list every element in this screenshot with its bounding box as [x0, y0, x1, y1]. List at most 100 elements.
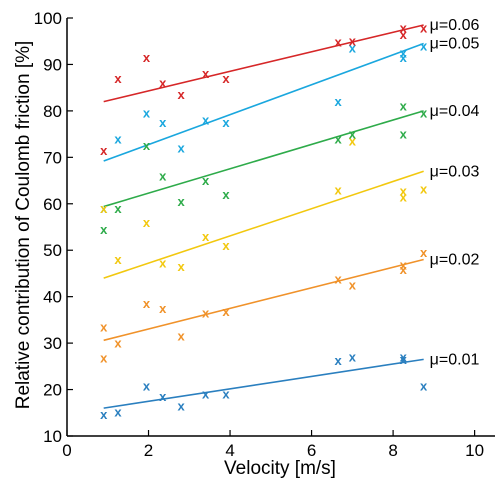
- data-point: x: [100, 201, 108, 216]
- data-point: x: [349, 41, 357, 56]
- axes: 0 2 4 6 8 10 10 20 30 40 50 60 70 80 90 100: [34, 9, 495, 460]
- data-point: x: [178, 398, 186, 413]
- x-tick-label: 2: [144, 441, 153, 460]
- data-point: x: [202, 173, 210, 188]
- data-point: x: [222, 387, 230, 402]
- data-point: x: [100, 407, 108, 422]
- y-tick-label: 60: [43, 195, 62, 214]
- data-point: x: [143, 106, 151, 121]
- data-point: x: [143, 296, 151, 311]
- data-point: x: [159, 256, 167, 271]
- data-point: x: [178, 194, 186, 209]
- data-point: x: [143, 50, 151, 65]
- data-point: x: [334, 353, 342, 368]
- data-point: x: [159, 301, 167, 316]
- data-point: x: [349, 127, 357, 142]
- fit-line: [103, 358, 424, 409]
- data-point: x: [420, 106, 428, 121]
- data-point: x: [178, 259, 186, 274]
- data-point: x: [114, 252, 122, 267]
- data-point: x: [178, 329, 186, 344]
- data-point: x: [400, 45, 408, 60]
- data-point: x: [100, 143, 108, 158]
- data-point: x: [100, 201, 108, 216]
- data-point: x: [114, 71, 122, 86]
- series-label: μ=0.01: [430, 351, 480, 368]
- data-point: x: [202, 229, 210, 244]
- data-point: x: [420, 38, 428, 53]
- data-point: x: [400, 258, 408, 273]
- series-label: μ=0.06: [430, 17, 480, 34]
- data-point: x: [222, 304, 230, 319]
- data-point: x: [349, 350, 357, 365]
- x-tick-label: 0: [62, 441, 71, 460]
- data-point: x: [400, 21, 408, 36]
- data-point: x: [400, 352, 408, 367]
- data-point: x: [400, 50, 408, 65]
- x-tick-label: 10: [465, 441, 484, 460]
- data-point: x: [334, 35, 342, 50]
- x-axis-title: Velocity [m/s]: [224, 458, 336, 479]
- data-point: x: [222, 115, 230, 130]
- y-tick-label: 10: [43, 427, 62, 446]
- data-point: x: [334, 182, 342, 197]
- y-tick-label: 20: [43, 381, 62, 400]
- data-point: x: [202, 305, 210, 320]
- fit-line: [103, 42, 424, 162]
- y-tick-label: 80: [43, 102, 62, 121]
- data-point: x: [114, 201, 122, 216]
- data-point: x: [400, 27, 408, 42]
- data-point: x: [159, 76, 167, 91]
- data-point: x: [349, 134, 357, 149]
- data-point: x: [420, 181, 428, 196]
- data-point: x: [159, 389, 167, 404]
- data-point: x: [114, 131, 122, 146]
- data-point: x: [143, 138, 151, 153]
- data-point: x: [334, 94, 342, 109]
- data-point: x: [420, 21, 428, 36]
- data-point: x: [349, 278, 357, 293]
- series-label: μ=0.03: [430, 163, 480, 180]
- data-point: x: [100, 319, 108, 334]
- y-tick-label: 100: [34, 9, 62, 28]
- data-point: x: [222, 71, 230, 86]
- data-point: x: [159, 115, 167, 130]
- data-point: x: [143, 378, 151, 393]
- data-point: x: [222, 238, 230, 253]
- fit-line: [103, 258, 424, 342]
- series-label: μ=0.02: [430, 252, 480, 269]
- y-tick-label: 30: [43, 334, 62, 353]
- series-label: μ=0.04: [430, 103, 480, 120]
- data-point: x: [400, 189, 408, 204]
- data-point: x: [178, 141, 186, 156]
- series-label: μ=0.05: [430, 36, 480, 53]
- y-tick-label: 70: [43, 148, 62, 167]
- data-point: x: [202, 66, 210, 81]
- fit-line: [103, 110, 424, 208]
- data-point: x: [100, 222, 108, 237]
- fit-line: [103, 170, 424, 279]
- y-tick-label: 40: [43, 288, 62, 307]
- data-point: x: [400, 350, 408, 365]
- y-tick-label: 90: [43, 55, 62, 74]
- data-point: x: [334, 272, 342, 287]
- data-point: x: [400, 127, 408, 142]
- x-tick-label: 4: [225, 441, 234, 460]
- data-point: x: [334, 131, 342, 146]
- fit-line: [103, 24, 424, 103]
- series-labels: μ=0.06 μ=0.05 μ=0.04 μ=0.03 μ=0.02 μ=0.01: [430, 17, 480, 368]
- data-point: x: [143, 215, 151, 230]
- data-point: x: [222, 187, 230, 202]
- y-axis-title: Relative contribution of Coulomb frictio…: [13, 41, 34, 410]
- x-tick-label: 6: [307, 441, 316, 460]
- data-point: x: [349, 34, 357, 49]
- data-point: x: [400, 262, 408, 277]
- data-point: x: [420, 245, 428, 260]
- data-point: x: [202, 387, 210, 402]
- data-point: x: [420, 378, 428, 393]
- data-point: x: [400, 183, 408, 198]
- data-point: x: [114, 336, 122, 351]
- data-point: x: [114, 404, 122, 419]
